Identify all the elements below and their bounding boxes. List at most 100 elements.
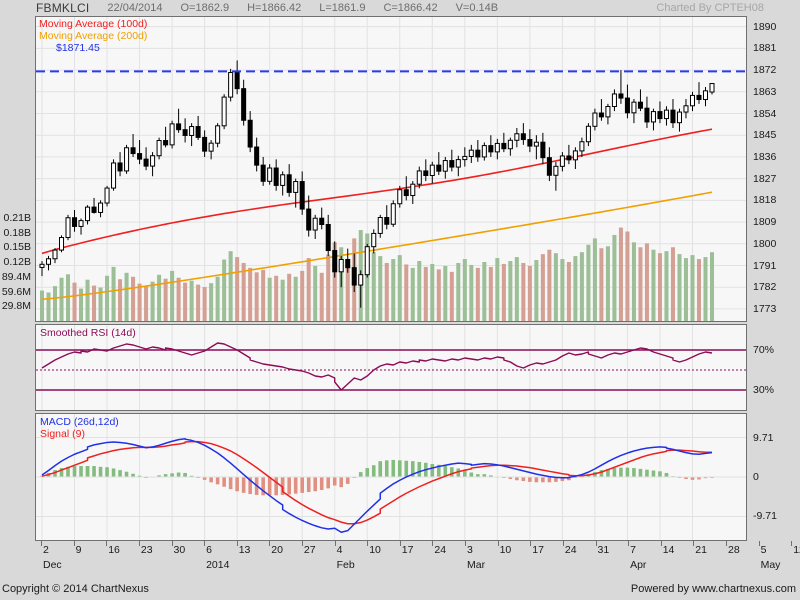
candlestick[interactable] [475,149,481,158]
candlestick[interactable] [657,111,663,120]
candlestick[interactable] [241,88,247,121]
candlestick[interactable] [78,220,84,227]
candlestick[interactable] [377,217,383,234]
candlestick[interactable] [429,164,435,177]
candlestick[interactable] [176,123,182,131]
candlestick[interactable] [585,125,591,143]
candlestick[interactable] [156,140,162,157]
candlestick[interactable] [169,123,175,146]
candlestick[interactable] [618,93,624,99]
candlestick[interactable] [670,109,676,124]
candlestick[interactable] [520,133,526,141]
candlestick[interactable] [312,217,318,231]
candlestick[interactable] [319,217,325,225]
candlestick[interactable] [345,258,351,269]
price-plot[interactable] [36,17,746,321]
candlestick[interactable] [553,165,559,176]
candlestick[interactable] [494,142,500,153]
candlestick[interactable] [273,167,279,186]
candlestick[interactable] [280,174,286,186]
candlestick[interactable] [338,258,344,273]
candlestick[interactable] [527,139,533,147]
candlestick[interactable] [254,146,260,166]
price-volume-panel[interactable]: Moving Average (100d) Moving Average (20… [35,16,747,322]
candlestick[interactable] [208,142,214,152]
rsi-panel[interactable]: Smoothed RSI (14d) [35,324,747,411]
candlestick[interactable] [59,237,65,251]
candlestick[interactable] [501,142,507,150]
candlestick[interactable] [247,119,253,148]
candlestick[interactable] [364,246,370,276]
candlestick[interactable] [260,164,266,182]
candlestick[interactable] [481,145,487,158]
candlestick[interactable] [410,183,416,197]
candlestick[interactable] [189,126,195,136]
candlestick[interactable] [325,223,331,252]
candlestick[interactable] [45,258,52,265]
candlestick[interactable] [137,153,143,160]
candlestick[interactable] [306,208,312,231]
candlestick[interactable] [215,125,221,144]
candlestick[interactable] [267,167,273,182]
candlestick[interactable] [124,147,130,172]
candlestick[interactable] [163,140,169,146]
candlestick[interactable] [507,139,513,150]
candlestick[interactable] [98,202,104,213]
candlestick[interactable] [488,145,494,153]
candlestick[interactable] [286,174,292,193]
candlestick[interactable] [514,133,520,141]
candlestick[interactable] [150,155,156,167]
candlestick[interactable] [221,96,227,127]
candlestick[interactable] [637,101,643,109]
candlestick[interactable] [598,112,604,118]
candlestick[interactable] [332,250,338,273]
candlestick[interactable] [423,170,429,177]
candlestick[interactable] [468,149,474,157]
candlestick[interactable] [143,158,149,167]
candlestick[interactable] [579,141,585,152]
rsi-plot[interactable] [36,325,746,410]
candlestick[interactable] [397,189,403,205]
candlestick[interactable] [605,106,611,118]
macd-plot[interactable] [36,414,746,540]
candlestick[interactable] [104,187,110,204]
candlestick[interactable] [462,155,468,161]
candlestick[interactable] [202,136,208,152]
candlestick[interactable] [696,94,702,101]
candlestick[interactable] [540,141,546,159]
candlestick[interactable] [559,155,565,167]
candlestick[interactable] [546,157,552,176]
candlestick[interactable] [111,162,117,189]
candlestick[interactable] [592,112,598,127]
candlestick[interactable] [52,249,58,260]
candlestick[interactable] [390,203,396,225]
macd-panel[interactable]: MACD (26d,12d) Signal (9) [35,413,747,541]
candlestick[interactable] [533,141,539,147]
candlestick[interactable] [631,101,637,114]
candlestick[interactable] [228,71,234,98]
candlestick[interactable] [572,150,578,161]
candlestick[interactable] [676,111,682,124]
candlestick[interactable] [689,94,695,107]
candlestick[interactable] [182,129,188,136]
candlestick[interactable] [644,107,650,123]
candlestick[interactable] [234,71,240,90]
candlestick[interactable] [416,170,422,185]
candlestick[interactable] [449,160,455,168]
candlestick[interactable] [702,90,709,101]
candlestick[interactable] [455,159,461,168]
candlestick[interactable] [39,263,45,268]
candlestick[interactable] [117,162,123,172]
candlestick[interactable] [709,83,715,93]
candlestick[interactable] [293,181,299,193]
candlestick[interactable] [650,111,656,123]
candlestick[interactable] [351,267,357,286]
candlestick[interactable] [624,97,630,114]
candlestick[interactable] [663,109,669,120]
candlestick[interactable] [683,105,689,113]
candlestick[interactable] [358,274,364,286]
candlestick[interactable] [566,155,572,161]
candlestick[interactable] [195,126,201,138]
candlestick[interactable] [72,217,78,227]
candlestick[interactable] [442,160,448,172]
